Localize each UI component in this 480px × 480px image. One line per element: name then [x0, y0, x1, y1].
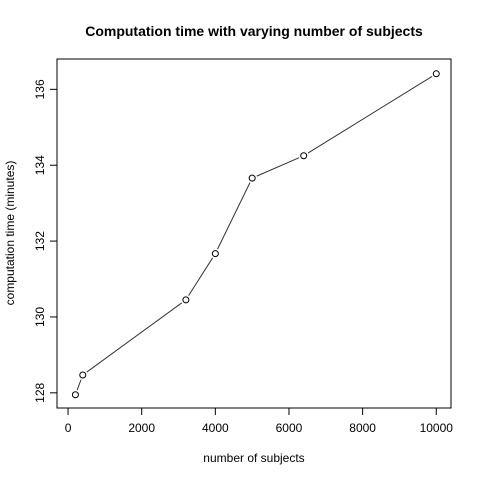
y-axis-label: computation time (minutes): [3, 161, 17, 306]
y-tick-label: 130: [33, 307, 47, 327]
x-tick-label: 8000: [349, 421, 376, 435]
x-tick-label: 4000: [202, 421, 229, 435]
series-segment: [307, 75, 433, 154]
series-segment: [86, 302, 183, 373]
series-segment: [256, 157, 300, 177]
data-point: [71, 391, 79, 399]
data-point: [248, 174, 256, 182]
series-segment: [188, 257, 214, 296]
x-tick-label: 0: [65, 421, 72, 435]
x-tick-label: 2000: [128, 421, 155, 435]
y-tick-label: 136: [33, 79, 47, 99]
data-point: [211, 250, 219, 258]
series-segment: [217, 182, 251, 250]
series-layer: [71, 70, 440, 399]
y-tick-label: 128: [33, 382, 47, 402]
x-axis: 0 2000 4000 6000 8000 10000: [65, 407, 454, 435]
x-axis-label: number of subjects: [203, 451, 304, 465]
data-point: [432, 70, 440, 78]
x-tick-label: 10000: [420, 421, 454, 435]
data-point: [182, 296, 190, 304]
y-tick-label: 132: [33, 231, 47, 251]
y-axis: 128 130 132 134 136: [33, 79, 58, 403]
chart-title: Computation time with varying number of …: [85, 23, 423, 39]
x-tick-label: 6000: [276, 421, 303, 435]
series-segment: [76, 379, 82, 391]
plot-area: [56, 58, 452, 409]
data-point: [79, 371, 87, 379]
data-point: [300, 152, 308, 160]
y-tick-label: 134: [33, 155, 47, 175]
